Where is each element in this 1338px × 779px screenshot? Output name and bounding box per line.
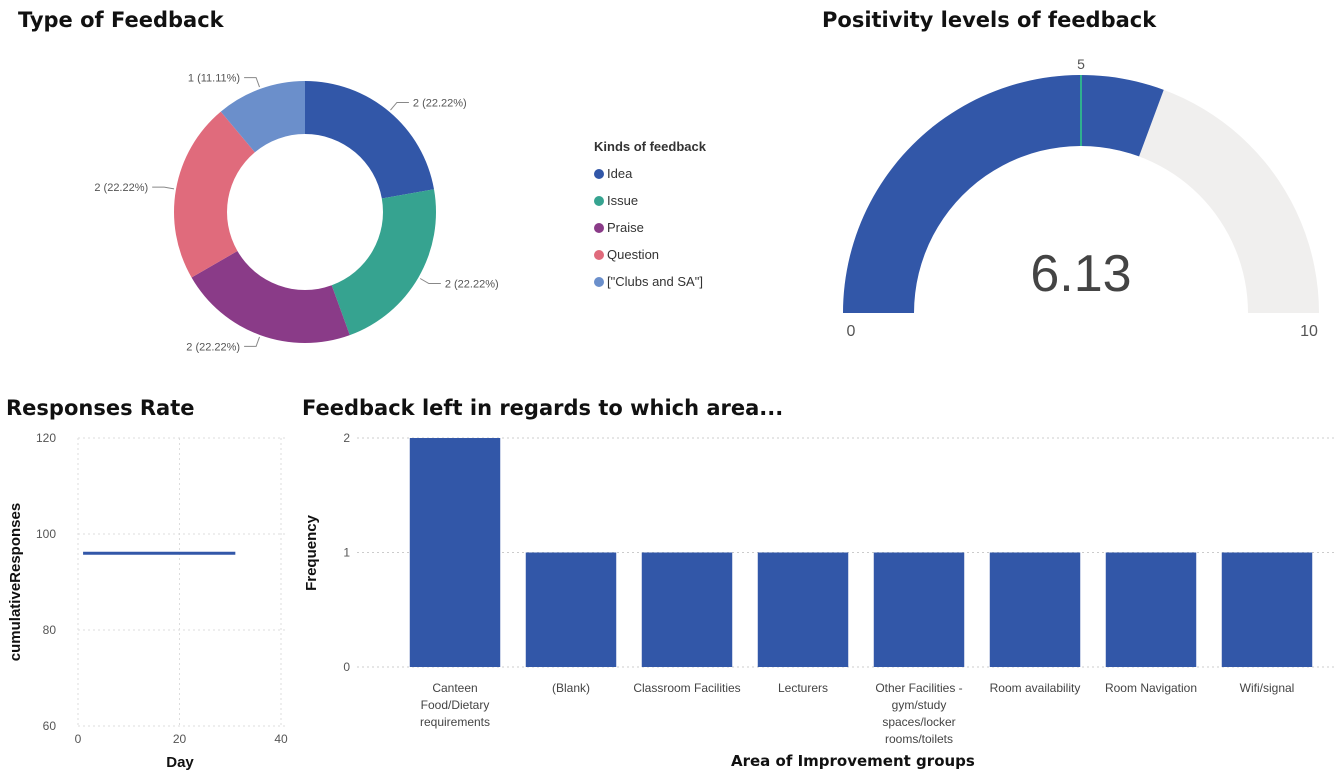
legend-item[interactable]: Idea [594,160,706,187]
bar-category-label: (Blank) [551,681,590,695]
line-xlabel: Day [166,754,194,771]
bar[interactable] [757,552,849,668]
legend-label: Praise [607,220,644,235]
donut-leader-line [419,278,441,284]
line-ytick-label: 80 [43,623,57,637]
legend-item[interactable]: Praise [594,214,706,241]
line-chart: 60 80 100 120 0 20 40 Day cumulativeResponses [7,431,288,771]
bar-ytick-label: 0 [343,660,350,674]
donut-title: Type of Feedback [18,8,224,32]
gauge-max-label: 10 [1300,323,1318,340]
donut-chart: 2 (22.22%) 2 (22.22%) 2 (22.22%) 2 (22.22%)… [94,73,499,354]
bar[interactable] [641,552,733,668]
bar-category-label: Lecturers [777,681,829,695]
gauge-fill[interactable] [843,74,1164,313]
legend-label: Issue [607,193,639,208]
bar-category-label: Classroom Facilities [633,681,741,695]
donut-leader-line [244,77,260,88]
legend-dot-icon [594,249,604,260]
line-ytick-label: 120 [36,431,56,445]
donut-slice[interactable] [191,251,350,344]
bar-category-label: Room availability [989,681,1081,695]
bar[interactable] [1105,552,1197,668]
legend-label: ["Clubs and SA"] [607,274,703,289]
line-title: Responses Rate [6,396,195,420]
donut-data-label: 2 (22.22%) [413,97,467,109]
gauge-title: Positivity levels of feedback [822,8,1157,32]
bar-category-label: Canteen Food/Dietary requirements [419,681,491,729]
donut-legend: Kinds of feedback Idea Issue Praise Questio… [594,139,706,295]
legend-label: Question [607,247,660,262]
legend-dot-icon [594,195,604,206]
line-xtick-label: 40 [274,732,288,746]
bar-ylabel: Frequency [303,514,320,591]
bar-category-label: Room Navigation [1104,681,1198,695]
donut-data-label: 2 (22.22%) [186,341,240,353]
donut-leader-line [244,336,260,347]
donut-slice[interactable] [173,111,255,278]
line-ytick-label: 60 [43,719,57,733]
donut-data-label: 2 (22.22%) [445,279,499,291]
bar-title: Feedback left in regards to which area..… [302,396,784,420]
bar[interactable] [989,552,1081,668]
line-ytick-label: 100 [36,527,56,541]
legend-label: Idea [607,166,633,181]
legend-item[interactable]: ["Clubs and SA"] [594,268,706,295]
line-xtick-label: 20 [173,732,187,746]
legend-dot-icon [594,168,604,179]
donut-slice[interactable] [220,81,305,153]
donut-leader-line [390,101,409,111]
legend-title: Kinds of feedback [594,139,706,154]
gauge-value: 6.13 [1030,245,1131,303]
bar[interactable] [409,438,501,667]
bar-ytick-label: 2 [343,431,350,445]
bar[interactable] [525,552,617,668]
donut-slice[interactable] [331,189,437,336]
bar[interactable] [873,552,965,668]
line-ylabel: cumulativeResponses [7,503,24,661]
donut-slice[interactable] [305,81,435,199]
bar-xlabel: Area of Improvement groups [731,752,975,770]
donut-data-label: 1 (11.11%) [188,73,240,85]
legend-dot-icon [594,276,604,287]
donut-leader-line [152,186,175,190]
donut-data-label: 2 (22.22%) [94,182,148,194]
gauge-chart: 5 6.13 0 10 [843,56,1319,340]
legend-dot-icon [594,222,604,233]
bar-ytick-label: 1 [343,546,350,560]
gauge-min-label: 0 [847,323,856,340]
bar-category-label: Wifi/signal [1239,681,1295,695]
bar[interactable] [1221,552,1313,668]
gauge-target-label: 5 [1077,56,1085,72]
line-xtick-label: 0 [75,732,82,746]
legend-item[interactable]: Question [594,241,706,268]
bar-category-label: Other Facilities - gym/study spaces/lock… [875,681,963,746]
bar-chart: 0 1 2 Frequency [303,431,1335,674]
legend-item[interactable]: Issue [594,187,706,214]
